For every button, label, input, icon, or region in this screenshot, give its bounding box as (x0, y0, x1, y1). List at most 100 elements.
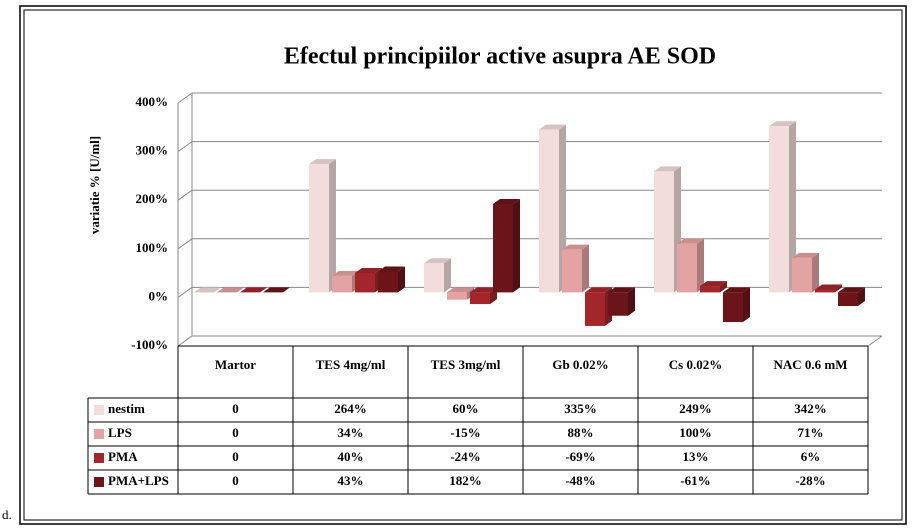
bar-top (608, 287, 635, 293)
bar-top (654, 166, 681, 172)
bar-top (240, 287, 267, 293)
legend-swatch (94, 453, 104, 463)
bar (654, 171, 674, 293)
table-value: 60% (453, 401, 479, 416)
y-tick-label: 400% (136, 94, 169, 109)
grid-line (177, 189, 882, 201)
category-label: TES 4mg/ml (316, 357, 386, 372)
table-value: -24% (450, 449, 480, 464)
bar-top (838, 287, 865, 293)
y-tick-label: -100% (131, 337, 168, 352)
grid-line (177, 92, 882, 104)
bar-top (263, 287, 290, 293)
bar-top (332, 270, 359, 276)
grid-line (177, 238, 882, 250)
inner-border (23, 9, 903, 521)
category-label: Gb 0.02% (552, 357, 608, 372)
bar-top (700, 281, 727, 287)
bar-top (447, 287, 474, 293)
bar (378, 271, 398, 293)
table-value: 71% (798, 425, 824, 440)
bar-top (723, 287, 750, 293)
chart-title: Efectul principiilor active asupra AE SO… (284, 44, 716, 70)
bar-side (697, 238, 704, 293)
bar-side (858, 287, 865, 307)
bar-side (329, 159, 336, 293)
y-tick-label: 200% (136, 191, 169, 206)
caption-fragment: d. (2, 507, 12, 522)
bar-top (677, 238, 704, 244)
table-value: -28% (795, 473, 825, 488)
legend-label: LPS (108, 425, 132, 440)
table-value: -61% (680, 473, 710, 488)
bar-side (720, 281, 727, 293)
table-value: 335% (564, 401, 597, 416)
y-tick-label: 0% (149, 288, 169, 303)
category-label: TES 3mg/ml (431, 357, 501, 372)
grid-line (177, 141, 882, 153)
bar-top (562, 244, 589, 250)
bar-top (194, 287, 221, 293)
legend-swatch (94, 429, 104, 439)
bar-top (424, 258, 451, 264)
bar (815, 289, 835, 293)
table-value: -15% (450, 425, 480, 440)
table-value: 0 (232, 401, 239, 416)
legend-swatch (94, 477, 104, 487)
y-axis-label: variatie % [U/ml] (87, 136, 102, 234)
table-value: 88% (568, 425, 594, 440)
legend-label: PMA (108, 449, 138, 464)
bar (332, 275, 352, 293)
bar-top (378, 266, 405, 272)
bar-top (493, 198, 520, 204)
table-value: 264% (334, 401, 367, 416)
bar-top (792, 252, 819, 258)
bar-side (812, 252, 819, 293)
table-value: 40% (338, 449, 364, 464)
bar-side (628, 287, 635, 316)
table-value: 6% (801, 449, 821, 464)
y-tick-label: 300% (136, 143, 169, 158)
bar-side (743, 287, 750, 323)
bar-top (355, 267, 382, 273)
table-value: 0 (232, 449, 239, 464)
bar (792, 257, 812, 293)
category-label: Cs 0.02% (669, 357, 722, 372)
table-value: -48% (565, 473, 595, 488)
outer-border (19, 5, 907, 525)
bar-side (789, 121, 796, 293)
bar-side (513, 198, 520, 293)
grid-line (177, 335, 882, 347)
bar-top (309, 159, 336, 165)
y-tick-label: 100% (136, 240, 169, 255)
bar (470, 292, 490, 305)
bar-side (444, 258, 451, 293)
bar-top (769, 121, 796, 127)
table-value: 13% (683, 449, 709, 464)
bar-top (217, 287, 244, 293)
table-value: 249% (679, 401, 712, 416)
table-value: 0 (232, 425, 239, 440)
bar-side (582, 244, 589, 293)
bar (608, 292, 628, 316)
floor-edge (867, 335, 883, 347)
table-value: 100% (679, 425, 712, 440)
bar (493, 203, 513, 293)
category-label: NAC 0.6 mM (773, 357, 847, 372)
bar (562, 249, 582, 293)
table-value: 342% (794, 401, 827, 416)
bar (677, 243, 697, 293)
bar-side (398, 266, 405, 293)
bar (723, 292, 743, 323)
bar-top (539, 124, 566, 130)
legend-label: nestim (108, 401, 145, 416)
table-value: 43% (338, 473, 364, 488)
legend-label: PMA+LPS (108, 473, 169, 488)
bar (355, 272, 375, 293)
legend-swatch (94, 405, 104, 415)
bar-side (835, 284, 842, 293)
bar (838, 292, 858, 307)
bar (424, 263, 444, 293)
bar (700, 286, 720, 293)
